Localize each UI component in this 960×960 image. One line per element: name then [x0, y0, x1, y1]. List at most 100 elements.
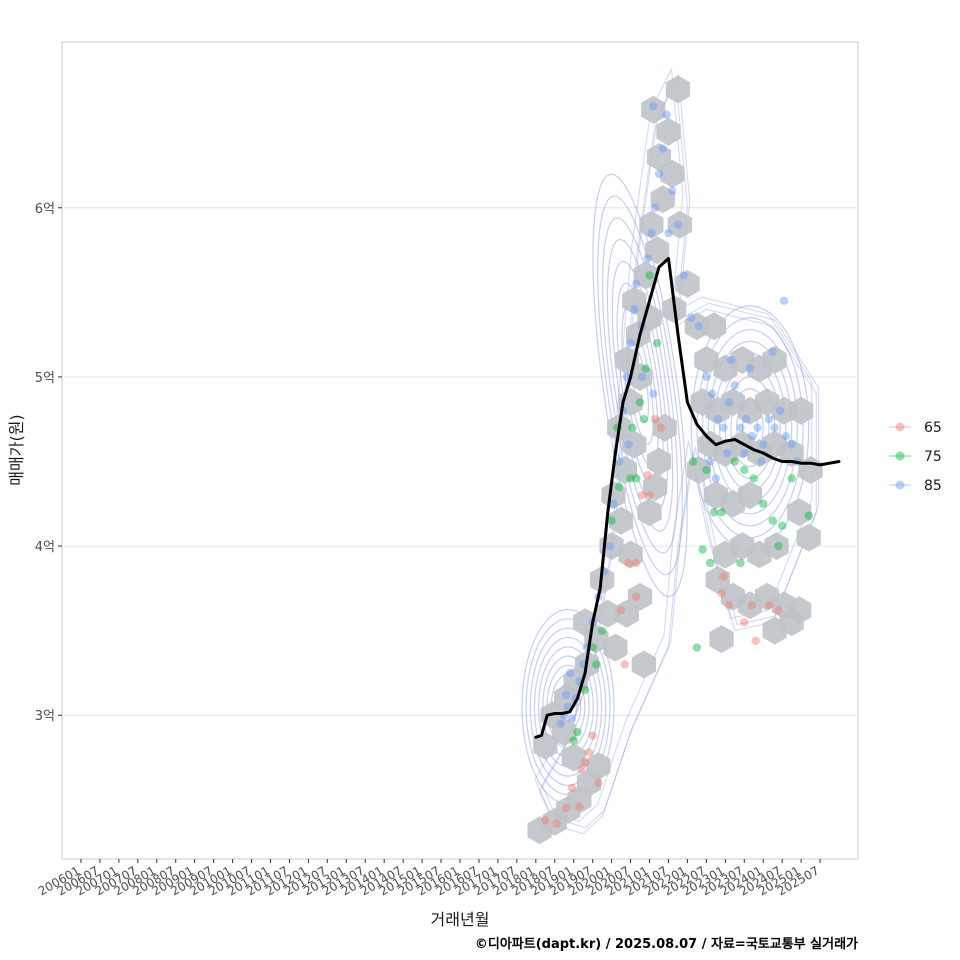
scatter-point-85 — [654, 169, 664, 179]
legend-label: 85 — [924, 478, 942, 494]
scatter-point-75 — [804, 511, 813, 520]
hexbin — [633, 261, 658, 290]
scatter-point-75 — [702, 465, 711, 475]
scatter-point-75 — [688, 457, 698, 466]
hexbin — [637, 498, 662, 527]
density-contour — [606, 239, 674, 532]
scatter-point-85 — [556, 719, 565, 728]
hexbin — [646, 447, 672, 476]
hexbin — [675, 269, 700, 298]
hexbin — [612, 456, 637, 484]
hexbin — [618, 540, 643, 569]
scatter-point-85 — [643, 254, 652, 263]
hexbin — [667, 210, 692, 239]
scatter-point-75 — [641, 364, 650, 373]
scatter-point-85 — [707, 389, 717, 399]
scatter-point-75 — [736, 558, 745, 568]
scatter-point-85 — [736, 423, 745, 432]
scatter-point-85 — [694, 321, 703, 331]
hexbin — [737, 481, 763, 510]
hexbin — [705, 565, 730, 594]
density-contour — [707, 340, 793, 515]
scatter-point-65 — [594, 778, 603, 788]
scatter-point-65 — [632, 558, 641, 568]
scatter-point-85 — [747, 431, 757, 441]
hexbin — [665, 75, 691, 104]
hexbin — [694, 346, 719, 374]
scatter-point-75 — [645, 271, 654, 280]
trend-line — [534, 257, 841, 739]
scatter-point-85 — [662, 110, 671, 119]
hexbin — [533, 731, 558, 760]
hexbin — [764, 532, 789, 561]
scatter-point-65 — [719, 572, 728, 581]
legend-key-point — [895, 451, 905, 461]
scatter-point-65 — [588, 731, 597, 740]
scatter-point-85 — [724, 398, 734, 407]
scatter-point-75 — [626, 474, 635, 483]
y-axis-title: 매매가(원) — [7, 414, 26, 485]
scatter-point-85 — [768, 347, 777, 356]
scatter-point-75 — [730, 457, 740, 466]
scatter-point-85 — [649, 102, 658, 111]
density-contour — [597, 195, 683, 576]
scatter-point-85 — [702, 372, 711, 382]
hexbin — [787, 596, 812, 625]
scatter-point-85 — [726, 355, 736, 365]
scatter-point-85 — [764, 415, 774, 424]
scatter-point-65 — [561, 804, 571, 813]
scatter-point-85 — [651, 203, 660, 212]
scatter-point-85 — [723, 448, 732, 458]
scatter-point-85 — [609, 499, 618, 508]
hexbin — [762, 346, 787, 374]
scatter-point-85 — [687, 313, 696, 322]
scatter-point-85 — [567, 714, 577, 723]
scatter-point-75 — [632, 474, 641, 483]
scatter-point-75 — [774, 541, 783, 551]
scatter-point-75 — [717, 508, 726, 517]
scatter-point-65 — [651, 415, 660, 424]
scatter-point-85 — [711, 474, 721, 483]
scatter-point-65 — [632, 592, 641, 602]
scatter-point-85 — [741, 415, 751, 424]
hexbin — [601, 481, 626, 510]
scatter-point-85 — [740, 448, 749, 458]
y-axis-ticks: 3억 4억 5억 6억 — [35, 202, 62, 724]
hexbin-layer — [527, 75, 823, 845]
y-tick-label: 3억 — [35, 709, 55, 724]
legend-label: 65 — [924, 420, 942, 436]
hexbin — [645, 236, 670, 265]
scatter-point-65 — [774, 606, 783, 615]
scatter-point-75 — [768, 516, 777, 525]
scatter-point-85 — [719, 423, 728, 432]
hexbin — [709, 625, 734, 654]
scatter-point-75 — [580, 685, 590, 695]
scatter-point-75 — [749, 474, 758, 483]
scatter-point-65 — [637, 491, 647, 500]
hexbin — [586, 752, 611, 780]
y-tick-label: 4억 — [35, 540, 55, 555]
density-contour — [730, 388, 770, 468]
scatter-point-65 — [580, 758, 590, 767]
scatter-point-65 — [541, 815, 550, 825]
scatter-point-85 — [673, 220, 683, 229]
scatter-point-85 — [605, 541, 614, 551]
scatter-point-65 — [747, 601, 757, 610]
density-contour — [529, 627, 607, 787]
scatter-point-75 — [635, 398, 645, 407]
scatter-point-85 — [787, 440, 796, 449]
scatter-point-65 — [616, 606, 626, 615]
scatter-point-75 — [787, 474, 796, 483]
scatter-point-85 — [626, 338, 635, 348]
hexbin — [643, 472, 668, 501]
hexbin — [650, 185, 675, 214]
x-axis-ticks: 2006012006072007012007072008012008072009… — [36, 859, 822, 899]
scatter-point-85 — [615, 457, 624, 466]
hexbin — [686, 456, 711, 484]
hexbin — [796, 523, 821, 552]
scatter-point-85 — [770, 423, 779, 432]
hexbin — [787, 498, 812, 527]
scatter-point-75 — [597, 626, 607, 635]
hexbin — [622, 430, 647, 459]
scatter-point-65 — [645, 491, 654, 500]
